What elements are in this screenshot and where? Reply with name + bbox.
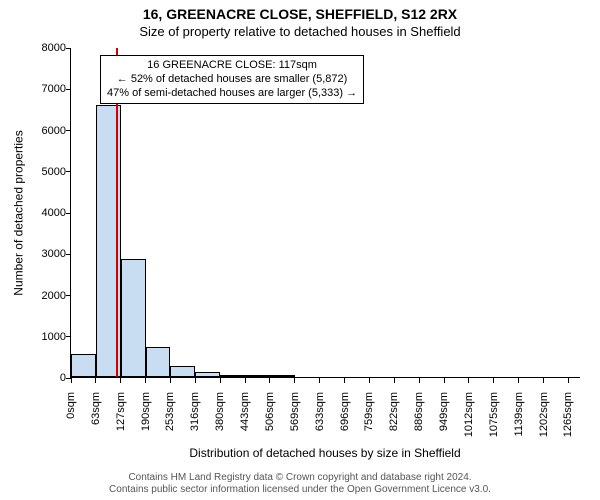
- chart-container: 16, GREENACRE CLOSE, SHEFFIELD, S12 2RX …: [0, 0, 600, 500]
- xtick-label: 633sqm: [314, 392, 326, 452]
- ytick-label: 2000: [6, 290, 66, 302]
- histogram-bar: [121, 259, 146, 377]
- ytick-mark: [66, 89, 71, 90]
- ytick-mark: [66, 336, 71, 337]
- xtick-mark: [419, 378, 420, 383]
- xtick-mark: [294, 378, 295, 383]
- histogram-bar: [146, 347, 171, 377]
- xtick-label: 569sqm: [289, 392, 301, 452]
- plot: 0sqm63sqm127sqm190sqm253sqm316sqm380sqm4…: [70, 48, 580, 378]
- xtick-label: 443sqm: [239, 392, 251, 452]
- xtick-mark: [245, 378, 246, 383]
- xtick-label: 0sqm: [65, 392, 77, 452]
- xtick-mark: [220, 378, 221, 383]
- xtick-label: 759sqm: [363, 392, 375, 452]
- xtick-label: 1202sqm: [538, 392, 550, 452]
- footer-line2: Contains public sector information licen…: [0, 484, 600, 496]
- ytick-mark: [66, 254, 71, 255]
- ytick-mark: [66, 130, 71, 131]
- xtick-mark: [95, 378, 96, 383]
- xtick-label: 1139sqm: [513, 392, 525, 452]
- annotation-line2: ← 52% of detached houses are smaller (5,…: [107, 73, 357, 87]
- xtick-mark: [493, 378, 494, 383]
- xtick-label: 1265sqm: [562, 392, 574, 452]
- xtick-label: 1012sqm: [463, 392, 475, 452]
- xtick-label: 949sqm: [438, 392, 450, 452]
- ytick-mark: [66, 48, 71, 49]
- ytick-label: 6000: [6, 125, 66, 137]
- xtick-mark: [120, 378, 121, 383]
- xtick-label: 1075sqm: [488, 392, 500, 452]
- xtick-mark: [269, 378, 270, 383]
- xtick-label: 316sqm: [189, 392, 201, 452]
- annotation-box: 16 GREENACRE CLOSE: 117sqm ← 52% of deta…: [100, 55, 364, 104]
- x-axis-label: Distribution of detached houses by size …: [70, 446, 580, 460]
- title-sub: Size of property relative to detached ho…: [0, 24, 600, 39]
- histogram-bar: [170, 366, 195, 377]
- xtick-mark: [319, 378, 320, 383]
- footer-line1: Contains HM Land Registry data © Crown c…: [0, 472, 600, 484]
- xtick-label: 63sqm: [90, 392, 102, 452]
- xtick-mark: [71, 378, 72, 383]
- ytick-label: 0: [6, 372, 66, 384]
- ytick-label: 3000: [6, 248, 66, 260]
- ytick-label: 5000: [6, 166, 66, 178]
- ytick-mark: [66, 295, 71, 296]
- ytick-label: 1000: [6, 331, 66, 343]
- histogram-bar: [220, 375, 245, 377]
- ytick-label: 7000: [6, 83, 66, 95]
- xtick-mark: [568, 378, 569, 383]
- histogram-bar: [245, 375, 270, 377]
- xtick-label: 506sqm: [264, 392, 276, 452]
- xtick-mark: [444, 378, 445, 383]
- footer: Contains HM Land Registry data © Crown c…: [0, 472, 600, 496]
- xtick-mark: [394, 378, 395, 383]
- xtick-label: 822sqm: [388, 392, 400, 452]
- xtick-mark: [468, 378, 469, 383]
- annotation-line1: 16 GREENACRE CLOSE: 117sqm: [107, 59, 357, 73]
- ytick-mark: [66, 171, 71, 172]
- histogram-bar: [71, 354, 96, 377]
- xtick-label: 696sqm: [339, 392, 351, 452]
- xtick-mark: [170, 378, 171, 383]
- xtick-mark: [543, 378, 544, 383]
- xtick-label: 190sqm: [140, 392, 152, 452]
- histogram-bar: [270, 375, 295, 377]
- xtick-label: 253sqm: [164, 392, 176, 452]
- xtick-mark: [145, 378, 146, 383]
- xtick-label: 127sqm: [115, 392, 127, 452]
- ytick-label: 8000: [6, 42, 66, 54]
- title-main: 16, GREENACRE CLOSE, SHEFFIELD, S12 2RX: [0, 6, 600, 22]
- xtick-mark: [195, 378, 196, 383]
- ytick-mark: [66, 213, 71, 214]
- ytick-label: 4000: [6, 207, 66, 219]
- annotation-line3: 47% of semi-detached houses are larger (…: [107, 87, 357, 101]
- histogram-bar: [195, 372, 220, 377]
- xtick-label: 380sqm: [214, 392, 226, 452]
- xtick-label: 886sqm: [413, 392, 425, 452]
- xtick-mark: [344, 378, 345, 383]
- xtick-mark: [518, 378, 519, 383]
- xtick-mark: [369, 378, 370, 383]
